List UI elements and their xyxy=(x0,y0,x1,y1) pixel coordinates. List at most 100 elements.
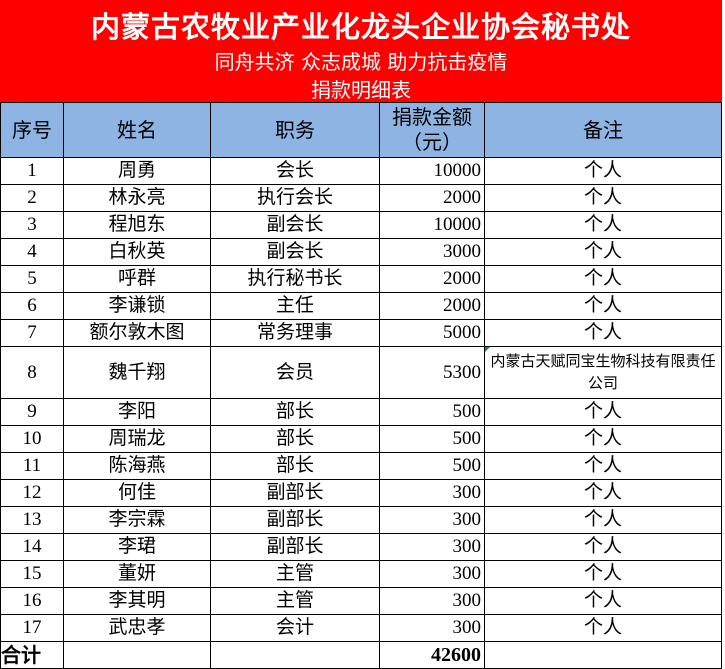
cell-name: 李宗霖 xyxy=(63,506,211,534)
cell-role: 部长 xyxy=(210,452,380,480)
cell-role: 会员 xyxy=(210,346,380,399)
cell-no: 10 xyxy=(0,425,64,453)
cell-name: 额尔敦木图 xyxy=(63,319,211,347)
cell-name: 白秋英 xyxy=(63,238,211,266)
total-amount: 42600 xyxy=(379,641,485,669)
col-header-note: 备注 xyxy=(484,102,722,158)
cell-note: 个人 xyxy=(484,157,722,185)
cell-role: 执行会长 xyxy=(210,184,380,212)
cell-amount: 300 xyxy=(379,587,485,615)
cell-note: 个人 xyxy=(484,533,722,561)
cell-no: 11 xyxy=(0,452,64,480)
cell-name: 李谦锁 xyxy=(63,292,211,320)
cell-amount: 10000 xyxy=(379,211,485,239)
cell-amount: 2000 xyxy=(379,184,485,212)
cell-role: 常务理事 xyxy=(210,319,380,347)
cell-amount: 5300 xyxy=(379,346,485,399)
cell-no: 9 xyxy=(0,398,64,426)
total-label: 合计 xyxy=(0,641,64,669)
table-row: 11 陈海燕 部长 500 个人 xyxy=(0,452,722,480)
cell-no: 13 xyxy=(0,506,64,534)
total-empty-cell xyxy=(210,641,380,669)
cell-note: 个人 xyxy=(484,479,722,507)
table-row: 15 董妍 主管 300 个人 xyxy=(0,560,722,588)
cell-amount: 300 xyxy=(379,614,485,642)
col-header-role: 职务 xyxy=(210,102,380,158)
cell-amount: 300 xyxy=(379,506,485,534)
table-row: 12 何佳 副部长 300 个人 xyxy=(0,479,722,507)
table-row: 1 周勇 会长 10000 个人 xyxy=(0,157,722,185)
cell-role: 部长 xyxy=(210,398,380,426)
cell-amount: 2000 xyxy=(379,292,485,320)
cell-amount: 3000 xyxy=(379,238,485,266)
table-row: 14 李珺 副部长 300 个人 xyxy=(0,533,722,561)
table-row: 8 魏千翔 会员 5300 内蒙古天赋同宝生物科技有限责任公司 xyxy=(0,346,722,399)
slogan: 同舟共济 众志成城 助力抗击疫情 xyxy=(214,50,508,74)
cell-note: 个人 xyxy=(484,425,722,453)
total-empty-cell xyxy=(484,641,722,669)
cell-name: 李其明 xyxy=(63,587,211,615)
cell-no: 15 xyxy=(0,560,64,588)
cell-note: 个人 xyxy=(484,292,722,320)
cell-no: 4 xyxy=(0,238,64,266)
title-banner: 内蒙古农牧业产业化龙头企业协会秘书处 同舟共济 众志成城 助力抗击疫情 捐款明细… xyxy=(0,0,722,102)
table-row: 9 李阳 部长 500 个人 xyxy=(0,398,722,426)
cell-name: 周勇 xyxy=(63,157,211,185)
cell-role: 会计 xyxy=(210,614,380,642)
cell-note: 个人 xyxy=(484,184,722,212)
table-row: 17 武忠孝 会计 300 个人 xyxy=(0,614,722,642)
cell-role: 副会长 xyxy=(210,238,380,266)
col-header-name: 姓名 xyxy=(63,102,211,158)
cell-note: 个人 xyxy=(484,587,722,615)
table-row: 10 周瑞龙 部长 500 个人 xyxy=(0,425,722,453)
cell-amount: 5000 xyxy=(379,319,485,347)
cell-no: 14 xyxy=(0,533,64,561)
col-header-amount: 捐款金额 （元） xyxy=(379,102,485,158)
cell-note: 个人 xyxy=(484,265,722,293)
cell-no: 2 xyxy=(0,184,64,212)
cell-role: 副部长 xyxy=(210,479,380,507)
cell-note: 个人 xyxy=(484,238,722,266)
cell-no: 8 xyxy=(0,346,64,399)
cell-amount: 10000 xyxy=(379,157,485,185)
table-row: 5 呼群 执行秘书长 2000 个人 xyxy=(0,265,722,293)
cell-role: 执行秘书长 xyxy=(210,265,380,293)
cell-role: 主任 xyxy=(210,292,380,320)
cell-no: 1 xyxy=(0,157,64,185)
cell-name: 呼群 xyxy=(63,265,211,293)
cell-amount: 500 xyxy=(379,398,485,426)
cell-role: 主管 xyxy=(210,587,380,615)
table-row: 3 程旭东 副会长 10000 个人 xyxy=(0,211,722,239)
cell-note: 个人 xyxy=(484,319,722,347)
col-header-no: 序号 xyxy=(0,102,64,158)
cell-amount: 500 xyxy=(379,452,485,480)
cell-no: 12 xyxy=(0,479,64,507)
cell-no: 16 xyxy=(0,587,64,615)
cell-name: 武忠孝 xyxy=(63,614,211,642)
table-row: 6 李谦锁 主任 2000 个人 xyxy=(0,292,722,320)
table-row: 16 李其明 主管 300 个人 xyxy=(0,587,722,615)
cell-role: 主管 xyxy=(210,560,380,588)
total-row: 合计 42600 xyxy=(0,641,722,669)
cell-name: 李珺 xyxy=(63,533,211,561)
cell-no: 6 xyxy=(0,292,64,320)
total-empty-cell xyxy=(63,641,211,669)
cell-name: 董妍 xyxy=(63,560,211,588)
table-row: 7 额尔敦木图 常务理事 5000 个人 xyxy=(0,319,722,347)
cell-no: 7 xyxy=(0,319,64,347)
cell-note: 个人 xyxy=(484,614,722,642)
cell-name: 陈海燕 xyxy=(63,452,211,480)
donation-table: 序号 姓名 职务 捐款金额 （元） 备注 1 周勇 会长 10000 个人 2 林永亮 执行会… xyxy=(0,102,722,669)
cell-name: 李阳 xyxy=(63,398,211,426)
cell-role: 部长 xyxy=(210,425,380,453)
cell-no: 5 xyxy=(0,265,64,293)
header-row: 序号 姓名 职务 捐款金额 （元） 备注 xyxy=(0,102,722,158)
cell-name: 周瑞龙 xyxy=(63,425,211,453)
table-row: 2 林永亮 执行会长 2000 个人 xyxy=(0,184,722,212)
cell-note: 个人 xyxy=(484,560,722,588)
cell-amount: 2000 xyxy=(379,265,485,293)
cell-note: 内蒙古天赋同宝生物科技有限责任公司 xyxy=(484,346,722,399)
cell-note: 个人 xyxy=(484,452,722,480)
cell-name: 程旭东 xyxy=(63,211,211,239)
cell-role: 副会长 xyxy=(210,211,380,239)
